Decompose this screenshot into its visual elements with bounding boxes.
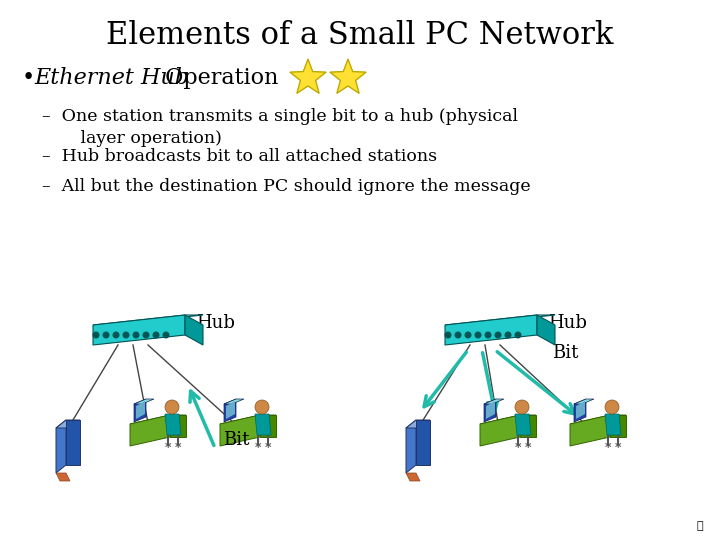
Polygon shape	[330, 59, 366, 93]
Circle shape	[153, 332, 159, 338]
Text: Hub: Hub	[548, 314, 587, 332]
Polygon shape	[610, 415, 626, 437]
Polygon shape	[605, 414, 621, 435]
Polygon shape	[290, 59, 326, 93]
Polygon shape	[170, 415, 186, 437]
Polygon shape	[93, 315, 185, 345]
Polygon shape	[185, 315, 203, 345]
Circle shape	[113, 332, 119, 338]
Circle shape	[255, 400, 269, 414]
Text: *: *	[605, 441, 611, 454]
Polygon shape	[226, 401, 235, 419]
Circle shape	[103, 332, 109, 338]
Text: Bit: Bit	[552, 344, 578, 362]
Polygon shape	[255, 414, 271, 435]
Polygon shape	[134, 399, 146, 422]
Text: –  All but the destination PC should ignore the message: – All but the destination PC should igno…	[42, 178, 531, 195]
Polygon shape	[480, 415, 520, 446]
Text: –  Hub broadcasts bit to all attached stations: – Hub broadcasts bit to all attached sta…	[42, 148, 437, 165]
Polygon shape	[406, 420, 416, 473]
Polygon shape	[574, 399, 586, 422]
Text: Operation: Operation	[158, 67, 279, 89]
Polygon shape	[445, 315, 537, 345]
Polygon shape	[56, 420, 66, 473]
Circle shape	[495, 332, 501, 338]
Circle shape	[505, 332, 510, 338]
Polygon shape	[576, 401, 585, 419]
Circle shape	[465, 332, 471, 338]
Polygon shape	[406, 473, 420, 481]
Polygon shape	[570, 415, 626, 424]
Text: •: •	[22, 67, 35, 89]
Polygon shape	[56, 420, 80, 428]
Text: Ethernet Hub: Ethernet Hub	[34, 67, 189, 89]
Text: Bit: Bit	[223, 431, 249, 449]
Polygon shape	[574, 399, 594, 404]
Text: *: *	[175, 441, 181, 454]
Text: Hub: Hub	[196, 314, 235, 332]
Polygon shape	[165, 414, 181, 435]
Polygon shape	[515, 414, 531, 435]
Circle shape	[165, 400, 179, 414]
Polygon shape	[134, 399, 154, 404]
Polygon shape	[570, 415, 610, 446]
Polygon shape	[220, 415, 276, 424]
Polygon shape	[480, 415, 536, 424]
Circle shape	[445, 332, 451, 338]
Polygon shape	[537, 315, 555, 345]
Polygon shape	[445, 315, 555, 325]
Circle shape	[143, 332, 149, 338]
Polygon shape	[406, 420, 430, 428]
Polygon shape	[56, 473, 70, 481]
Polygon shape	[93, 315, 203, 325]
Polygon shape	[66, 420, 80, 465]
Circle shape	[516, 332, 521, 338]
Polygon shape	[486, 401, 495, 419]
Circle shape	[455, 332, 461, 338]
Polygon shape	[484, 399, 504, 404]
Polygon shape	[224, 399, 236, 422]
Polygon shape	[130, 415, 186, 424]
Polygon shape	[130, 415, 170, 446]
Circle shape	[93, 332, 99, 338]
Text: *: *	[255, 441, 261, 454]
Text: *: *	[615, 441, 621, 454]
Circle shape	[605, 400, 619, 414]
Circle shape	[163, 332, 168, 338]
Polygon shape	[484, 399, 496, 422]
Polygon shape	[520, 415, 536, 437]
Circle shape	[485, 332, 491, 338]
Circle shape	[515, 400, 529, 414]
Text: *: *	[265, 441, 271, 454]
Text: *: *	[165, 441, 171, 454]
Text: 🔈: 🔈	[697, 521, 703, 531]
Text: *: *	[525, 441, 531, 454]
Circle shape	[123, 332, 129, 338]
Polygon shape	[416, 420, 430, 465]
Text: Elements of a Small PC Network: Elements of a Small PC Network	[107, 21, 613, 51]
Polygon shape	[136, 401, 145, 419]
Circle shape	[475, 332, 481, 338]
Circle shape	[133, 332, 139, 338]
Polygon shape	[260, 415, 276, 437]
Text: *: *	[515, 441, 521, 454]
Polygon shape	[224, 399, 244, 404]
Text: –  One station transmits a single bit to a hub (physical
       layer operation): – One station transmits a single bit to …	[42, 108, 518, 147]
Polygon shape	[220, 415, 260, 446]
